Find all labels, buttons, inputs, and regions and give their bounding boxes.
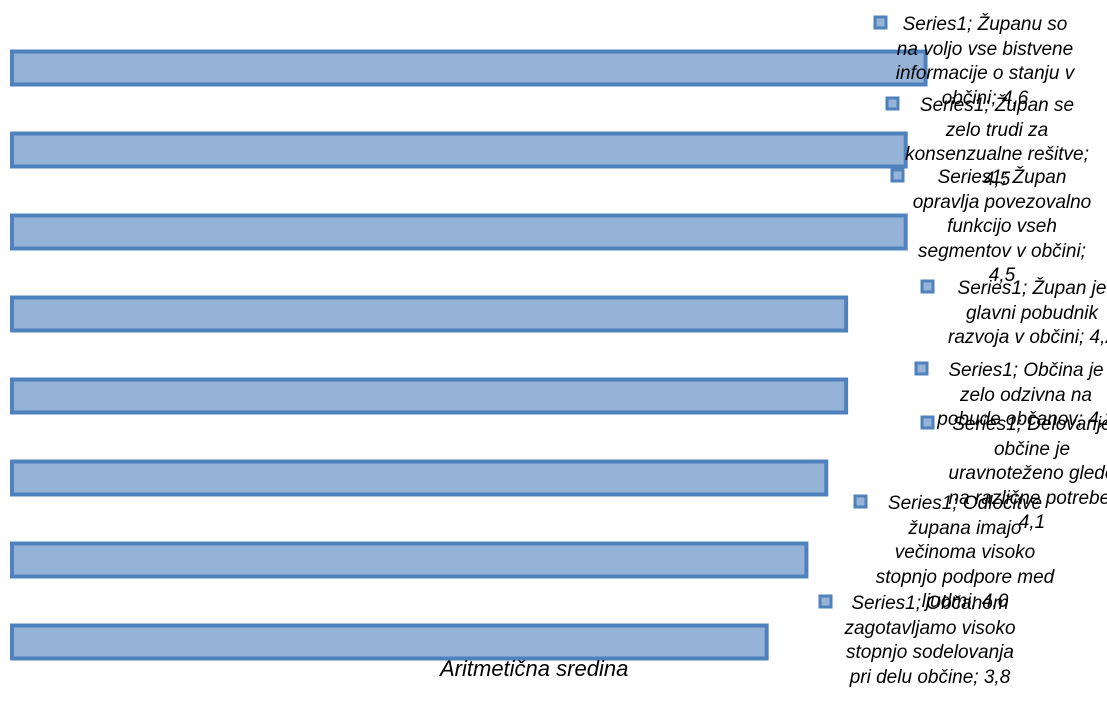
legend-key-marker-2 — [885, 96, 900, 111]
bar-6 — [10, 459, 829, 497]
bar-7 — [10, 541, 809, 579]
legend-key-marker-4 — [920, 279, 935, 294]
data-label-8: Series1; Občanom zagotavljamo visoko sto… — [844, 593, 1016, 688]
bar-4 — [10, 295, 849, 333]
data-label-7: Series1; Odločitve župana imajo večinoma… — [875, 493, 1055, 612]
legend-key-marker-6 — [920, 415, 935, 430]
data-label-2: Series1; Župan se zelo trudi za konsenzu… — [905, 95, 1089, 190]
bar-8 — [10, 623, 769, 661]
legend-key-marker-7 — [853, 494, 868, 509]
data-label-1: Series1; Županu so na voljo vse bistvene… — [895, 14, 1075, 109]
bar-3 — [10, 213, 908, 251]
data-label-5: Series1; Občina je zelo odzivna na pobud… — [937, 360, 1107, 430]
data-label-4: Series1; Župan je glavni pobudnik razvoj… — [948, 278, 1107, 348]
bar-2 — [10, 131, 908, 169]
x-axis-title: Aritmetična sredina — [440, 656, 629, 681]
data-label-3: Series1; Župan opravlja povezovalno funk… — [912, 167, 1092, 286]
bar-5 — [10, 377, 849, 415]
data-label-6: Series1; Delovanje občine je uravnotežen… — [948, 414, 1107, 533]
bar-1 — [10, 49, 928, 87]
legend-key-marker-3 — [890, 168, 905, 183]
legend-key-marker-1 — [873, 15, 888, 30]
legend-key-marker-8 — [818, 594, 833, 609]
legend-key-marker-5 — [914, 361, 929, 376]
